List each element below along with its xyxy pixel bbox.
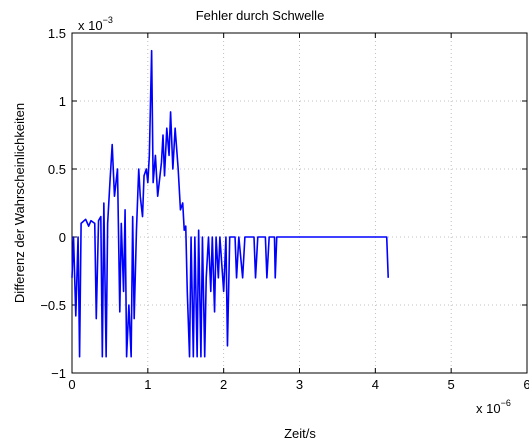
y-tick-label: 1.5	[48, 26, 66, 41]
y-tick-label: 0.5	[48, 162, 66, 177]
x-tick-label: 1	[144, 377, 151, 392]
x-multiplier: x 10−6	[476, 398, 511, 416]
x-tick-label: 4	[372, 377, 379, 392]
y-axis-label: Differenz der Wahrscheinlichkeiten	[12, 103, 27, 303]
plot-frame	[71, 32, 528, 374]
x-tick-label: 0	[68, 377, 75, 392]
data-line	[71, 49, 390, 358]
x-multiplier-exponent: −6	[501, 398, 511, 408]
y-tick-label: 1	[59, 94, 66, 109]
x-axis-label: Zeit/s	[284, 426, 316, 441]
x-tick-label: 3	[296, 377, 303, 392]
y-multiplier-base: x 10	[78, 18, 103, 33]
y-tick-label: −1	[51, 366, 66, 381]
x-tick-label: 2	[220, 377, 227, 392]
y-tick-label: 0	[59, 230, 66, 245]
x-tick-label: 6	[523, 377, 529, 392]
x-tick-label: 5	[448, 377, 455, 392]
y-multiplier-exponent: −3	[103, 15, 113, 25]
chart-title: Fehler durch Schwelle	[196, 8, 325, 23]
x-multiplier-base: x 10	[476, 401, 501, 416]
y-tick-label: −0.5	[40, 298, 66, 313]
y-multiplier: x 10−3	[78, 15, 113, 33]
